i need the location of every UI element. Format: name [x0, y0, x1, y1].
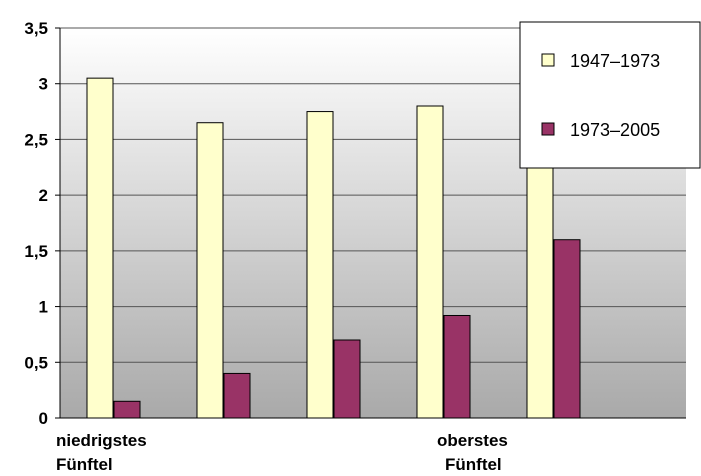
bar-series2-cat4	[443, 314, 471, 419]
x-category-label-line2: Fünftel	[56, 455, 113, 474]
bar-series1-cat4	[416, 105, 444, 419]
legend-swatch-2	[541, 122, 555, 136]
y-tick-label: 0,5	[24, 353, 48, 372]
x-category-label-line1: niedrigstes	[56, 431, 147, 450]
bar-series2-cat5	[553, 239, 581, 419]
y-tick-label: 0	[39, 409, 48, 428]
legend-box	[519, 21, 701, 169]
x-axis-labels: niedrigstes Fünftel oberstes Fünftel	[56, 431, 508, 474]
bar-series1-cat5	[526, 144, 554, 419]
y-tick-label: 3,5	[24, 19, 48, 38]
legend-swatch-1	[541, 53, 555, 67]
bar-series1-cat2	[196, 122, 224, 419]
legend-label-1: 1947–1973	[570, 51, 660, 71]
x-category-label-line1: oberstes	[437, 431, 508, 450]
bar-series2-cat1	[113, 400, 141, 419]
bar-series2-cat3	[333, 339, 361, 419]
y-axis-ticks: 0 0,5 1 1,5 2 2,5 3 3,5	[24, 19, 60, 428]
bar-series2-cat2	[223, 372, 251, 419]
x-category-label-line2: Fünftel	[445, 455, 502, 474]
bar-series1-cat3	[306, 111, 334, 419]
y-tick-label: 3	[39, 75, 48, 94]
y-tick-label: 2,5	[24, 130, 48, 149]
y-tick-label: 1	[39, 298, 48, 317]
legend: 1947–1973 1973–2005	[519, 21, 701, 169]
y-tick-label: 2	[39, 186, 48, 205]
legend-label-2: 1973–2005	[570, 120, 660, 140]
bar-series1-cat1	[86, 77, 114, 419]
y-tick-label: 1,5	[24, 242, 48, 261]
